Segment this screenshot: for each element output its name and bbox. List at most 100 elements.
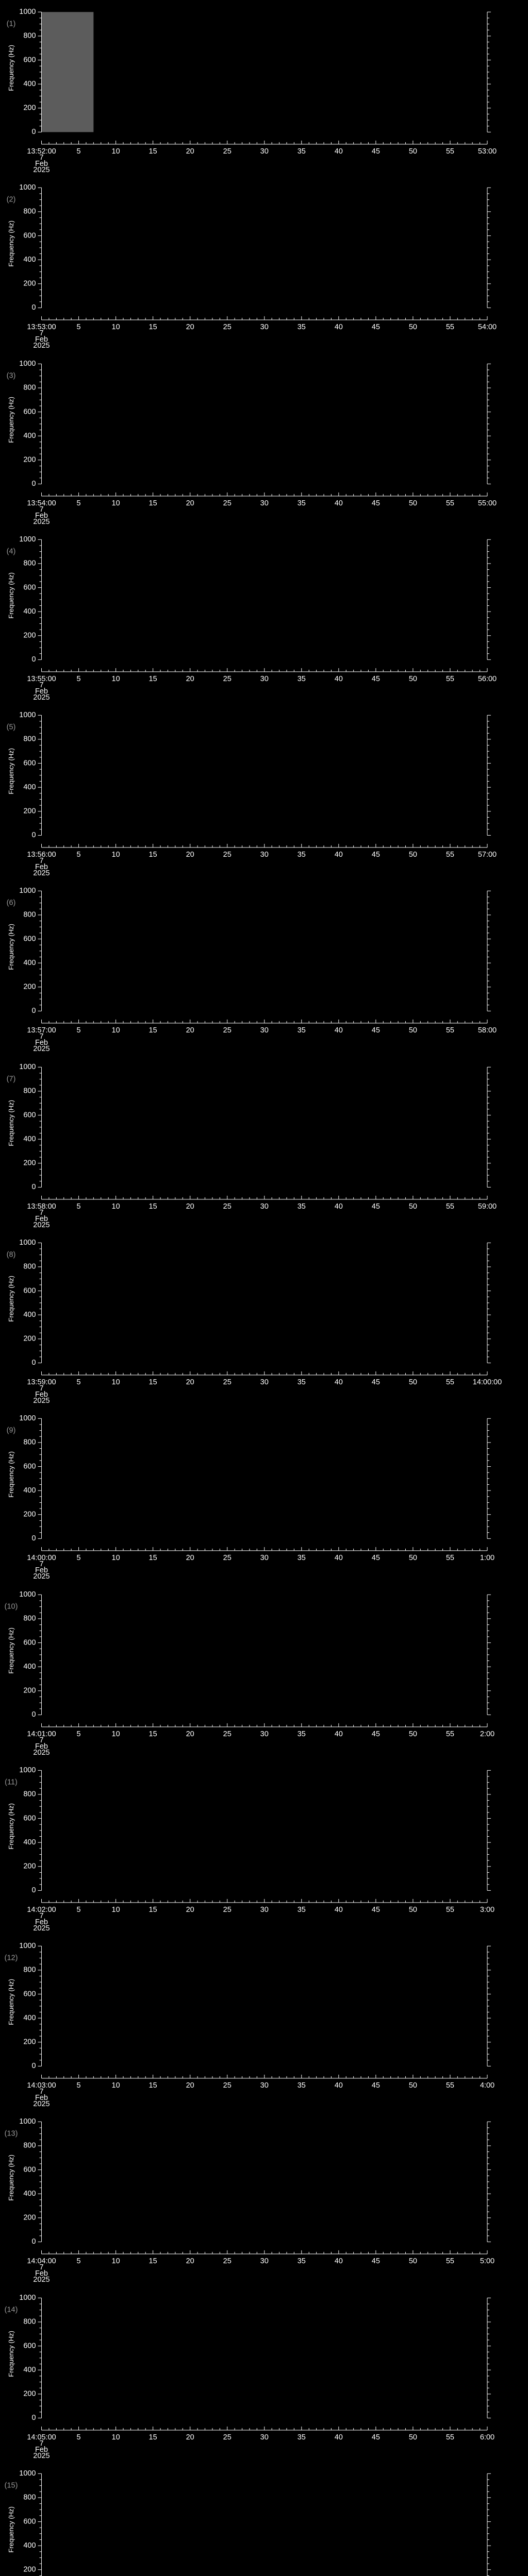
svg-text:25: 25: [223, 1906, 232, 1914]
svg-text:35: 35: [298, 2433, 306, 2442]
svg-text:(15): (15): [5, 2481, 18, 2489]
svg-text:35: 35: [298, 2081, 306, 2090]
svg-text:56:00: 56:00: [478, 675, 497, 683]
svg-text:45: 45: [372, 1554, 380, 1562]
svg-text:0: 0: [31, 303, 36, 312]
svg-text:40: 40: [335, 1906, 343, 1914]
svg-text:10: 10: [112, 2081, 120, 2090]
svg-text:45: 45: [372, 1730, 380, 1738]
svg-text:0: 0: [31, 831, 36, 839]
svg-text:25: 25: [223, 851, 232, 859]
svg-text:10: 10: [112, 499, 120, 507]
svg-text:59:00: 59:00: [478, 1202, 497, 1211]
svg-text:50: 50: [409, 2433, 417, 2442]
svg-text:15: 15: [149, 2257, 157, 2265]
svg-text:55: 55: [446, 1202, 454, 1211]
svg-text:5: 5: [77, 499, 81, 507]
svg-text:35: 35: [298, 147, 306, 156]
svg-text:200: 200: [23, 2214, 36, 2222]
svg-text:35: 35: [298, 499, 306, 507]
svg-text:55: 55: [446, 1906, 454, 1914]
svg-text:45: 45: [372, 851, 380, 859]
svg-text:2025: 2025: [33, 166, 50, 174]
svg-text:45: 45: [372, 1026, 380, 1035]
svg-text:5: 5: [77, 323, 81, 331]
svg-text:5: 5: [77, 147, 81, 156]
svg-text:800: 800: [23, 735, 36, 743]
svg-text:Frequency (Hz): Frequency (Hz): [7, 1628, 15, 1673]
svg-text:10: 10: [112, 2433, 120, 2442]
svg-text:800: 800: [23, 2142, 36, 2150]
svg-text:50: 50: [409, 675, 417, 683]
svg-text:0: 0: [31, 655, 36, 664]
svg-text:25: 25: [223, 2257, 232, 2265]
svg-text:400: 400: [23, 2366, 36, 2374]
svg-text:40: 40: [335, 2257, 343, 2265]
svg-text:40: 40: [335, 147, 343, 156]
svg-text:800: 800: [23, 208, 36, 216]
svg-text:2025: 2025: [33, 1748, 50, 1756]
svg-text:30: 30: [260, 2257, 269, 2265]
svg-text:0: 0: [31, 2414, 36, 2422]
svg-text:1:00: 1:00: [480, 1554, 494, 1562]
svg-text:1000: 1000: [19, 8, 36, 16]
svg-text:1000: 1000: [19, 2294, 36, 2302]
svg-text:55: 55: [446, 2257, 454, 2265]
svg-text:Frequency (Hz): Frequency (Hz): [7, 1276, 15, 1321]
svg-text:55: 55: [446, 1026, 454, 1035]
svg-text:400: 400: [23, 256, 36, 264]
svg-text:2:00: 2:00: [480, 1730, 494, 1738]
svg-text:40: 40: [335, 323, 343, 331]
svg-text:35: 35: [298, 1026, 306, 1035]
svg-text:55: 55: [446, 2433, 454, 2442]
svg-text:1000: 1000: [19, 535, 36, 544]
svg-text:800: 800: [23, 1438, 36, 1447]
svg-text:0: 0: [31, 128, 36, 136]
svg-text:40: 40: [335, 1026, 343, 1035]
svg-text:600: 600: [23, 1638, 36, 1647]
svg-text:20: 20: [186, 2081, 194, 2090]
svg-text:1000: 1000: [19, 2118, 36, 2126]
svg-text:600: 600: [23, 408, 36, 416]
svg-text:50: 50: [409, 2081, 417, 2090]
svg-text:45: 45: [372, 2257, 380, 2265]
svg-text:55: 55: [446, 323, 454, 331]
svg-text:600: 600: [23, 232, 36, 240]
svg-text:45: 45: [372, 1378, 380, 1386]
svg-text:20: 20: [186, 675, 194, 683]
svg-text:(4): (4): [7, 547, 16, 555]
svg-text:2025: 2025: [33, 693, 50, 702]
svg-text:40: 40: [335, 675, 343, 683]
svg-text:(10): (10): [5, 1602, 18, 1611]
svg-text:14:00:00: 14:00:00: [473, 1378, 502, 1386]
svg-text:400: 400: [23, 1663, 36, 1671]
svg-text:10: 10: [112, 1730, 120, 1738]
svg-text:57:00: 57:00: [478, 851, 497, 859]
svg-text:45: 45: [372, 2433, 380, 2442]
svg-text:5: 5: [77, 1378, 81, 1386]
svg-text:400: 400: [23, 80, 36, 88]
svg-text:200: 200: [23, 2389, 36, 2398]
svg-text:55: 55: [446, 1554, 454, 1562]
svg-text:1000: 1000: [19, 1590, 36, 1599]
svg-text:55: 55: [446, 147, 454, 156]
svg-text:20: 20: [186, 851, 194, 859]
svg-text:25: 25: [223, 675, 232, 683]
svg-text:45: 45: [372, 2081, 380, 2090]
svg-text:200: 200: [23, 807, 36, 816]
svg-text:5: 5: [77, 2081, 81, 2090]
svg-text:35: 35: [298, 1730, 306, 1738]
svg-text:2025: 2025: [33, 1397, 50, 1405]
svg-text:25: 25: [223, 147, 232, 156]
svg-text:40: 40: [335, 1378, 343, 1386]
svg-text:Frequency (Hz): Frequency (Hz): [7, 1100, 15, 1146]
svg-text:15: 15: [149, 2433, 157, 2442]
svg-text:53:00: 53:00: [478, 147, 497, 156]
svg-text:20: 20: [186, 2257, 194, 2265]
svg-text:Frequency (Hz): Frequency (Hz): [7, 2331, 15, 2377]
svg-text:55: 55: [446, 851, 454, 859]
svg-text:25: 25: [223, 2081, 232, 2090]
svg-text:200: 200: [23, 631, 36, 639]
svg-text:50: 50: [409, 1202, 417, 1211]
svg-text:200: 200: [23, 1159, 36, 1167]
